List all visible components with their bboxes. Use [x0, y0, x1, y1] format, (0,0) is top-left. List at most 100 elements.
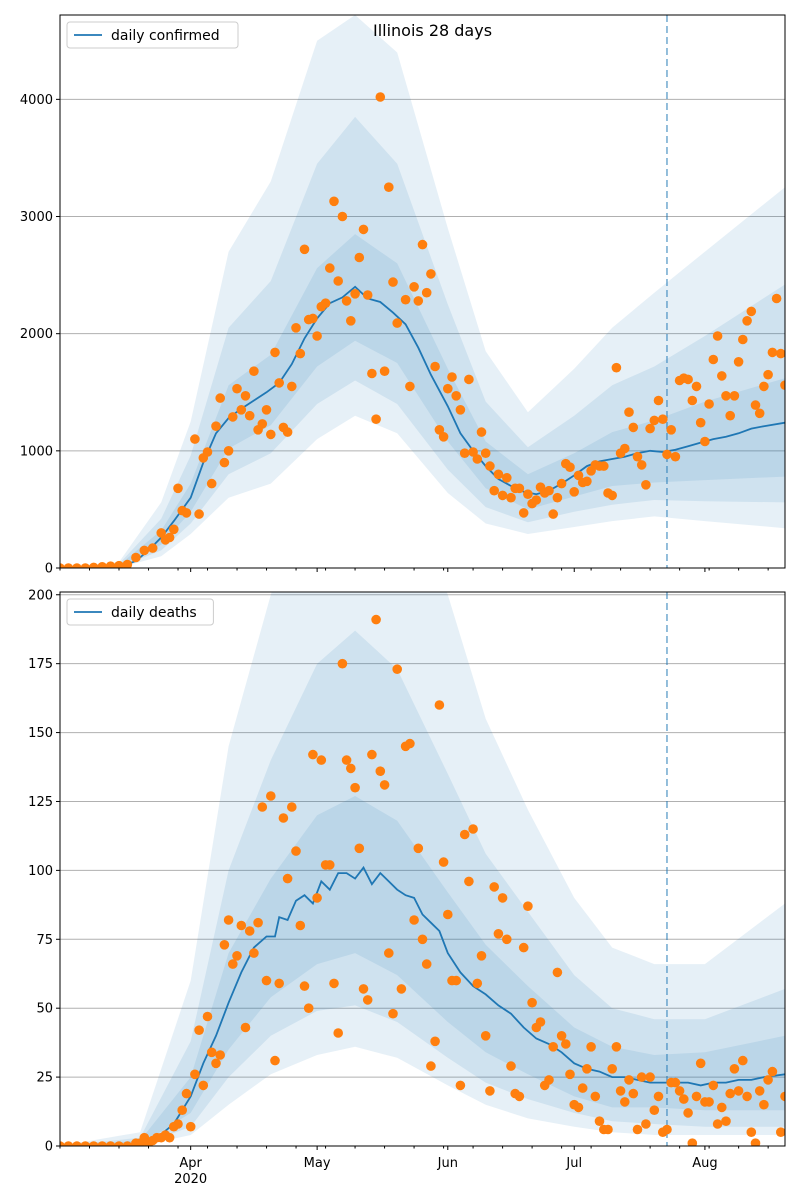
data-point	[577, 1083, 588, 1093]
data-point	[468, 447, 478, 457]
data-point	[645, 1072, 655, 1082]
y-tick-label: 100	[28, 864, 53, 879]
data-point	[518, 942, 529, 953]
data-point	[341, 755, 352, 765]
data-point	[472, 454, 483, 464]
data-point	[556, 1031, 567, 1041]
data-point	[405, 738, 415, 749]
data-point	[274, 978, 285, 989]
data-point	[375, 766, 386, 776]
data-point	[177, 1105, 187, 1115]
data-point	[202, 1011, 213, 1022]
data-point	[337, 211, 348, 222]
data-point	[628, 422, 639, 433]
data-point	[573, 470, 584, 481]
y-tick-label: 0	[45, 562, 53, 577]
data-point	[569, 487, 579, 497]
data-point	[329, 978, 339, 989]
data-point	[763, 1075, 773, 1085]
data-point	[392, 664, 403, 674]
data-point	[485, 461, 495, 471]
data-point	[636, 460, 647, 470]
data-point	[653, 395, 664, 406]
data-point	[759, 1099, 769, 1110]
data-point	[379, 780, 390, 790]
data-point	[548, 1042, 558, 1052]
data-point	[122, 1141, 133, 1146]
data-point	[236, 920, 247, 931]
data-point	[80, 563, 91, 568]
data-point	[523, 901, 533, 911]
data-point	[194, 509, 204, 519]
panel-1: 0 1000 2000 3000 4000 daily confirmed Illinois…	[20, 14, 786, 577]
data-point	[282, 873, 293, 884]
data-point	[708, 1080, 719, 1091]
data-point	[350, 289, 360, 299]
axes-frame	[59, 14, 786, 569]
data-point	[438, 432, 449, 442]
x-tick-label: Jul	[565, 1156, 582, 1171]
data-point	[362, 290, 373, 300]
data-point	[573, 1102, 584, 1113]
data-point	[181, 1088, 192, 1099]
data-point	[611, 362, 622, 373]
data-point	[443, 383, 453, 394]
data-point	[594, 1116, 605, 1126]
y-tick-label: 2000	[20, 327, 53, 342]
data-point	[114, 560, 124, 568]
x-tick-label: May	[304, 1156, 331, 1171]
data-point	[421, 287, 432, 298]
data-point	[325, 860, 335, 870]
data-point	[565, 1069, 575, 1080]
data-point	[367, 749, 377, 760]
data-point	[228, 959, 238, 969]
x-tick-label: Apr	[179, 1156, 202, 1171]
data-point	[582, 476, 592, 487]
data-point	[434, 425, 445, 435]
data-point	[658, 414, 668, 425]
data-point	[228, 412, 238, 422]
data-point	[354, 843, 365, 854]
data-point	[514, 483, 525, 494]
data-point	[721, 391, 731, 401]
data-point	[156, 528, 166, 538]
data-point	[628, 1088, 639, 1099]
data-point	[308, 313, 318, 324]
data-point	[641, 1119, 651, 1129]
data-point	[771, 293, 782, 304]
y-tick-label: 3000	[20, 210, 53, 225]
data-point	[147, 543, 158, 553]
data-point	[733, 357, 744, 367]
data-point	[88, 1141, 99, 1146]
data-point	[421, 959, 432, 969]
data-point	[367, 368, 377, 379]
data-point	[320, 298, 331, 309]
data-point	[443, 909, 453, 920]
data-point	[670, 1077, 681, 1088]
data-point	[396, 984, 407, 994]
legend-box	[66, 21, 239, 49]
data-point	[620, 443, 630, 454]
data-point	[776, 348, 785, 359]
data-point	[489, 882, 500, 892]
uncertainty-band-middle	[60, 630, 785, 1146]
data-point	[358, 984, 369, 994]
data-point	[88, 562, 99, 568]
data-point	[371, 614, 381, 625]
y-tick-label: 200	[28, 588, 53, 603]
data-point	[270, 1055, 280, 1066]
data-point	[742, 316, 752, 326]
data-point	[653, 1091, 664, 1102]
data-point	[181, 508, 192, 518]
data-point	[303, 1003, 314, 1013]
data-point	[754, 408, 765, 419]
data-point	[173, 483, 183, 494]
data-point	[750, 1138, 761, 1146]
data-point	[244, 410, 255, 421]
data-point	[544, 1075, 554, 1085]
data-point	[480, 1031, 491, 1041]
data-point	[742, 1091, 752, 1102]
data-point	[447, 372, 457, 382]
data-point	[312, 893, 322, 903]
data-point	[430, 1036, 440, 1047]
